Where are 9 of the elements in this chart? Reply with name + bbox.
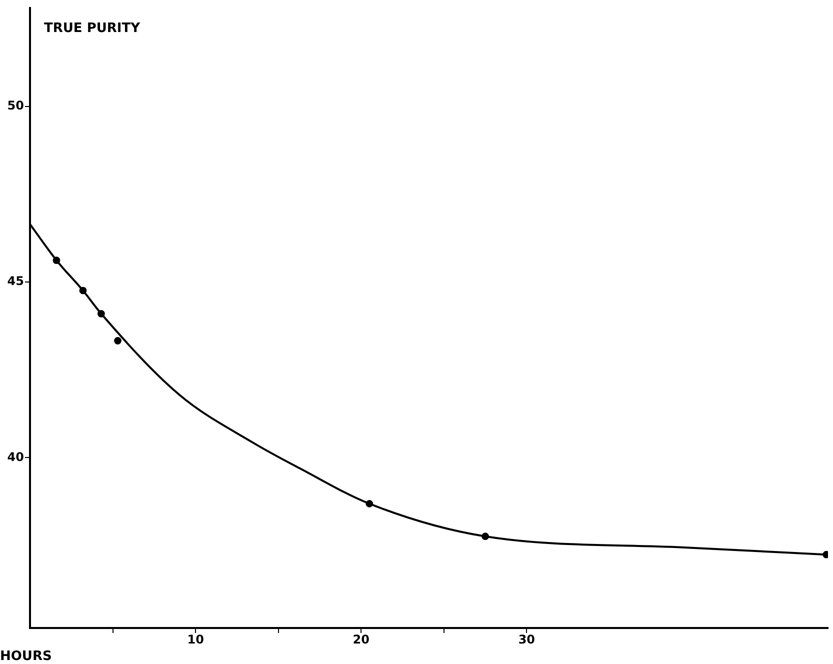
y-tick-label: 50	[7, 98, 24, 113]
x-tick-label: 20	[352, 632, 370, 646]
point	[114, 337, 122, 344]
x-tick-label: 30	[518, 632, 536, 646]
x-axis-title: HOURS	[0, 648, 52, 664]
x-tick-label: 10	[187, 632, 204, 646]
y-tick-label: 45	[7, 274, 24, 288]
y-tick-label: 40	[7, 450, 24, 464]
y-axis-title: TRUE PURITY	[44, 20, 141, 36]
